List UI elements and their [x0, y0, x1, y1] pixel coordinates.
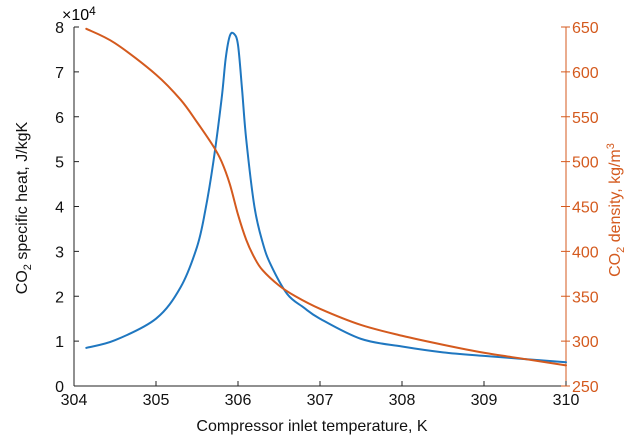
- right-axis-label-sup: 3: [605, 143, 617, 149]
- right-axis-label: CO2 density, kg/m3: [605, 143, 627, 277]
- left-y-tick-label: 3: [55, 244, 64, 261]
- x-tick-label: 306: [225, 392, 252, 409]
- left-y-tick-label: 8: [55, 20, 64, 37]
- left-y-tick-label: 6: [55, 110, 64, 127]
- right-y-tick-label: 650: [572, 20, 599, 37]
- x-tick-label: 307: [307, 392, 334, 409]
- left-multiplier-exp: 4: [89, 4, 96, 18]
- specific-heat-series-line: [85, 31, 567, 364]
- left-y-tick-label: 5: [55, 155, 64, 172]
- series-layer: [85, 27, 567, 367]
- x-tick-label: 308: [389, 392, 416, 409]
- left-multiplier-base: ×10: [62, 7, 89, 24]
- tick-labels: 304 305 306 307 308 309 310 0 1 2 3 4 5 6 7 8 250 300 350 4…: [55, 20, 599, 409]
- left-axis-label-rest: specific heat, J/kgK: [14, 121, 31, 264]
- left-y-tick-label: 7: [55, 65, 64, 82]
- right-y-tick-label: 450: [572, 200, 599, 217]
- right-y-tick-label: 300: [572, 334, 599, 351]
- right-axis-label-main: CO: [607, 253, 624, 277]
- right-axis-label-rest: density, kg/m: [607, 149, 624, 247]
- axes: [73, 27, 567, 387]
- left-axis-label-main: CO: [14, 270, 31, 294]
- left-axis-label: CO2 specific heat, J/kgK: [14, 121, 34, 294]
- x-tick-label: 309: [471, 392, 498, 409]
- x-tick-label: 304: [61, 392, 88, 409]
- tick-marks: [73, 26, 570, 387]
- left-axis-label-sub: 2: [22, 264, 34, 270]
- right-y-tick-label: 350: [572, 289, 599, 306]
- right-y-tick-label: 400: [572, 244, 599, 261]
- right-y-tick-label: 500: [572, 155, 599, 172]
- left-y-tick-label: 1: [55, 334, 64, 351]
- left-multiplier: ×104: [62, 4, 96, 24]
- x-tick-label: 305: [143, 392, 170, 409]
- left-y-tick-label: 4: [55, 200, 64, 217]
- right-y-tick-label: 250: [572, 379, 599, 396]
- right-y-tick-label: 600: [572, 65, 599, 82]
- right-y-tick-label: 550: [572, 110, 599, 127]
- left-y-tick-label: 0: [55, 379, 64, 396]
- x-tick-label: 310: [553, 392, 580, 409]
- density-series-line: [85, 27, 567, 367]
- x-axis-label: Compressor inlet temperature, K: [196, 418, 428, 435]
- right-axis-label-sub: 2: [615, 247, 627, 253]
- left-y-tick-label: 2: [55, 289, 64, 306]
